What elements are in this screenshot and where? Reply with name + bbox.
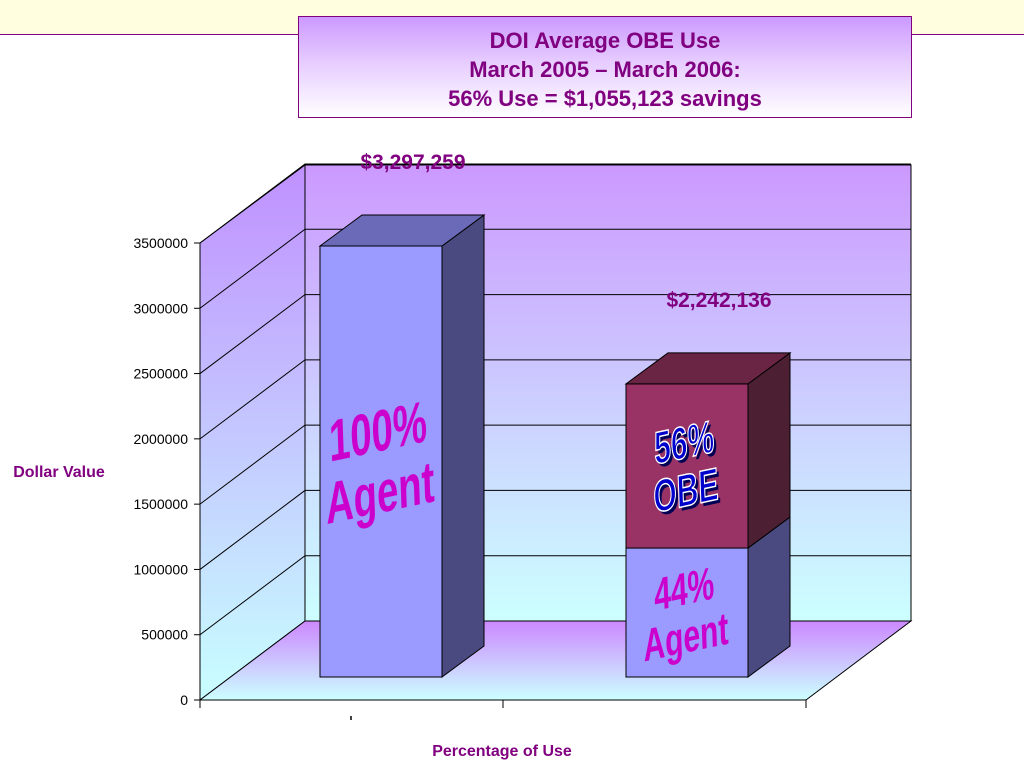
- y-axis-title: Dollar Value: [13, 464, 105, 481]
- bar-1-agent-label: 100%Agent: [325, 388, 436, 537]
- title-line-3: 56% Use = $1,055,123 savings: [448, 86, 762, 111]
- bar-2-segment-agent: [625, 547, 749, 678]
- bar-2-segment-obe-side: [747, 351, 791, 550]
- y-tick-label: 3000000: [133, 300, 188, 316]
- segment-label-shadow: 56%: [656, 415, 718, 478]
- side-wall: [199, 164, 306, 702]
- bar-1-segment-agent-side: [441, 214, 485, 678]
- title-line-1: DOI Average OBE Use: [489, 28, 721, 53]
- bar-1-total-label: $3,297,259: [360, 151, 465, 174]
- bar-1-top-face: [318, 214, 486, 247]
- y-tick-label: 0: [180, 692, 188, 708]
- y-tick-label: 1500000: [133, 496, 188, 512]
- bar-2-top-face: [624, 352, 792, 385]
- floor: [198, 620, 913, 701]
- bar-2-segment-obe: [625, 383, 749, 549]
- y-tick-label: 500000: [141, 627, 188, 643]
- segment-label-line: 44%: [653, 558, 715, 621]
- chart-title-box: DOI Average OBE Use March 2005 – March 2…: [298, 16, 912, 118]
- gridline: [199, 294, 911, 374]
- y-tick-label: 2500000: [133, 366, 188, 382]
- gridline: [199, 228, 911, 309]
- y-tick-label: 1000000: [133, 561, 188, 577]
- y-tick-label: 3500000: [133, 235, 188, 251]
- bar-2-total-label: $2,242,136: [666, 289, 771, 312]
- bar-1-segment-agent: [319, 245, 443, 678]
- y-tick-label: 2000000: [133, 431, 188, 447]
- gridline: [199, 163, 911, 244]
- title-line-2: March 2005 – March 2006:: [469, 57, 741, 82]
- x-axis-title: Percentage of Use: [432, 743, 572, 760]
